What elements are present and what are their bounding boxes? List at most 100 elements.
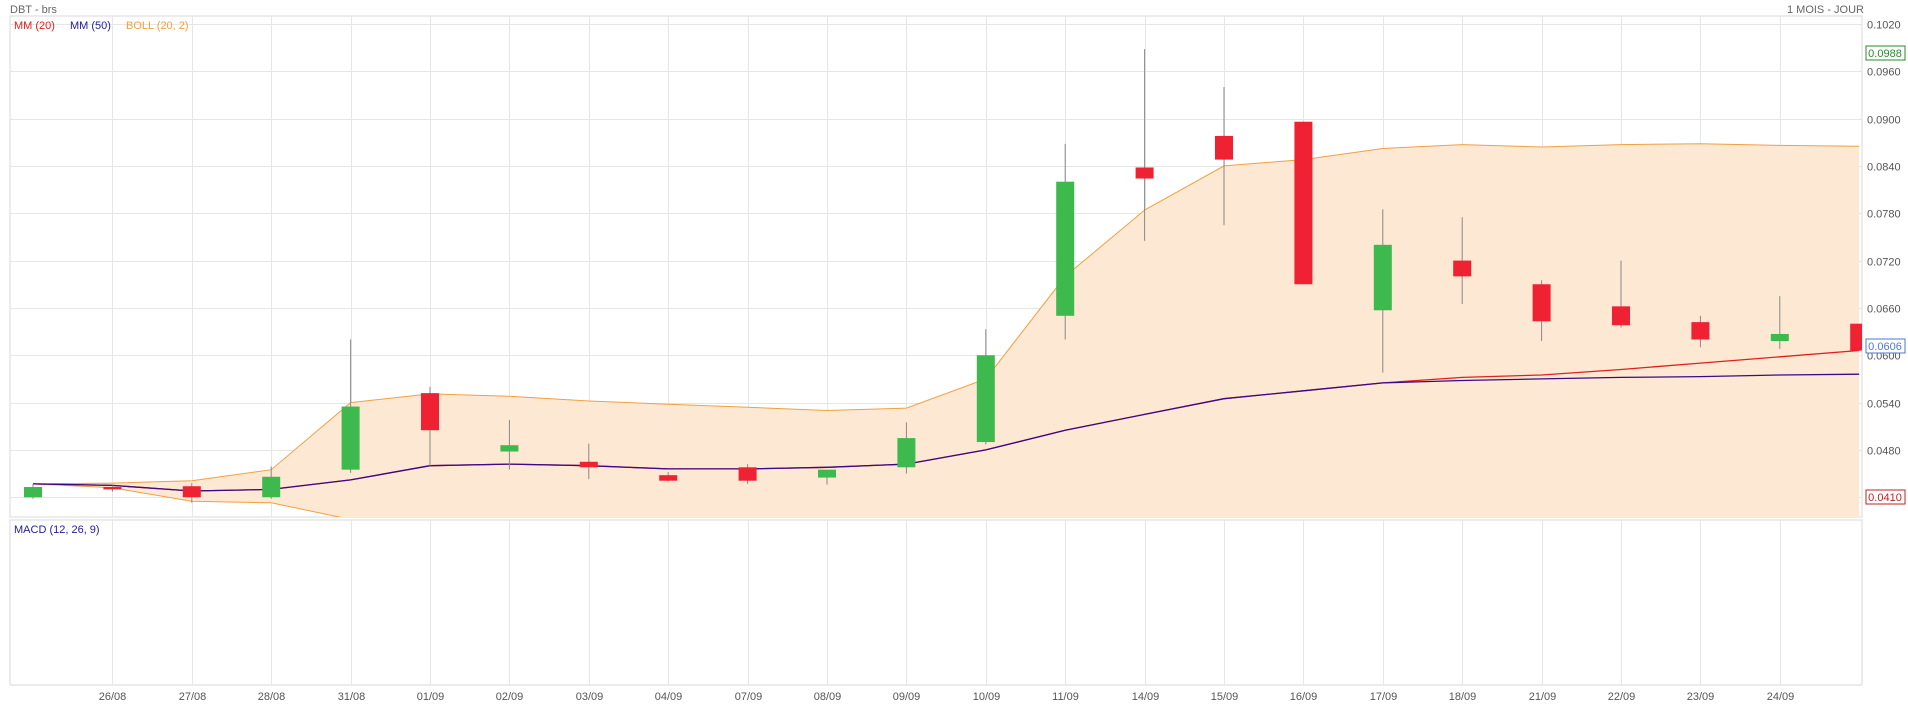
candle <box>500 419 519 470</box>
macd-panel <box>9 519 1863 686</box>
bollinger-band-fill <box>33 143 1860 517</box>
candle-body <box>1532 284 1551 322</box>
x-tick-label: 02/09 <box>496 691 524 703</box>
price-tag-low-value: 0.0410 <box>1868 492 1902 504</box>
legend-bollinger[interactable]: BOLL (20, 2) <box>126 20 189 32</box>
x-tick-label: 31/08 <box>338 691 366 703</box>
candle-body <box>182 486 201 498</box>
candle <box>262 466 281 499</box>
bollinger-lower-line <box>32 483 342 517</box>
candle-body <box>1770 333 1789 342</box>
candle <box>1056 143 1075 340</box>
x-tick-label: 18/09 <box>1449 691 1477 703</box>
candle <box>897 422 916 474</box>
x-tick-label: 07/09 <box>735 691 763 703</box>
x-tick-label: 08/09 <box>814 691 842 703</box>
candle <box>182 483 201 503</box>
x-tick-label: 15/09 <box>1211 691 1239 703</box>
candle-body <box>421 393 439 431</box>
bollinger-upper-line <box>32 143 1860 485</box>
candle <box>103 485 122 492</box>
period-label[interactable]: 1 MOIS - JOUR <box>1787 4 1864 16</box>
y-tick-label: 0.1020 <box>1867 20 1901 32</box>
candle <box>1135 49 1154 241</box>
y-tick-label: 0.0720 <box>1867 257 1901 269</box>
price-tag-last: 0.0606 <box>1865 338 1906 354</box>
x-tick-label: 11/09 <box>1052 691 1079 703</box>
x-tick-label: 17/09 <box>1370 691 1398 703</box>
candle <box>341 339 360 473</box>
candle-body <box>500 445 519 452</box>
candle <box>1532 280 1551 342</box>
candle <box>659 472 678 482</box>
chart-title: DBT - brs <box>10 4 57 16</box>
candle-body <box>103 487 122 490</box>
candle-body <box>738 467 757 481</box>
x-axis: 26/08 27/08 28/08 31/08 01/09 02/09 03/09 04/09… <box>99 691 1795 703</box>
x-tick-label: 03/09 <box>576 691 604 703</box>
candle <box>1294 121 1313 285</box>
price-tag-high: 0.0988 <box>1865 45 1906 61</box>
candle <box>579 443 598 480</box>
price-tag-high-value: 0.0988 <box>1868 48 1902 60</box>
x-tick-label: 28/08 <box>258 691 286 703</box>
candle-body <box>659 475 678 481</box>
x-tick-label: 01/09 <box>417 691 445 703</box>
candle <box>738 464 757 484</box>
candle-body <box>1215 135 1233 160</box>
candle-body <box>262 476 281 498</box>
x-tick-label: 23/09 <box>1687 691 1715 703</box>
x-tick-label: 10/09 <box>973 691 1001 703</box>
x-tick-label: 22/09 <box>1608 691 1636 703</box>
candle <box>1612 260 1630 328</box>
candle-body <box>1294 121 1313 285</box>
candle <box>976 329 995 445</box>
price-tag-last-value: 0.0606 <box>1868 341 1902 353</box>
y-tick-label: 0.0660 <box>1867 304 1901 316</box>
y-tick-label: 0.0480 <box>1867 446 1901 458</box>
legend-ma50[interactable]: MM (50) <box>70 20 111 32</box>
y-tick-label: 0.0540 <box>1867 399 1901 411</box>
y-tick-label: 0.0780 <box>1867 209 1901 221</box>
candle <box>1691 315 1710 348</box>
y-tick-label: 0.0960 <box>1867 67 1901 79</box>
candle-body <box>1850 323 1862 351</box>
legend-ma20[interactable]: MM (20) <box>14 20 55 32</box>
candles <box>24 49 1862 503</box>
candle-body <box>1453 260 1472 277</box>
candle <box>421 386 439 466</box>
candle-body <box>1056 181 1075 316</box>
candle <box>818 469 836 485</box>
candle <box>1770 296 1789 349</box>
y-axis: 0.1020 0.0960 0.0900 0.0840 0.0780 0.0720 0.06… <box>1867 20 1901 505</box>
candle <box>1215 87 1233 226</box>
candle-body <box>579 461 598 468</box>
x-tick-label: 16/09 <box>1290 691 1318 703</box>
candle-body <box>1612 306 1630 326</box>
macd-grid <box>112 520 1781 685</box>
candle-body <box>24 487 42 498</box>
candle-body <box>897 438 916 468</box>
ma50-line <box>32 373 1860 492</box>
y-tick-label: 0.0840 <box>1867 162 1901 174</box>
macd-label[interactable]: MACD (12, 26, 9) <box>14 524 100 536</box>
x-tick-label: 09/09 <box>893 691 921 703</box>
y-tick-label: 0.0900 <box>1867 115 1901 127</box>
candle-body <box>818 469 836 478</box>
candle-body <box>976 355 995 443</box>
x-tick-label: 27/08 <box>179 691 207 703</box>
x-tick-label: 21/09 <box>1529 691 1557 703</box>
candle <box>1373 209 1392 373</box>
candle <box>24 483 42 499</box>
x-tick-label: 04/09 <box>655 691 683 703</box>
candle-body <box>1691 322 1710 340</box>
candle-body <box>1135 167 1154 179</box>
candle <box>1453 217 1472 304</box>
candle-body <box>341 406 360 470</box>
candle <box>1850 323 1862 351</box>
x-tick-label: 26/08 <box>99 691 127 703</box>
candle-body <box>1373 244 1392 311</box>
price-tag-low: 0.0410 <box>1865 489 1906 505</box>
x-tick-label: 14/09 <box>1132 691 1160 703</box>
